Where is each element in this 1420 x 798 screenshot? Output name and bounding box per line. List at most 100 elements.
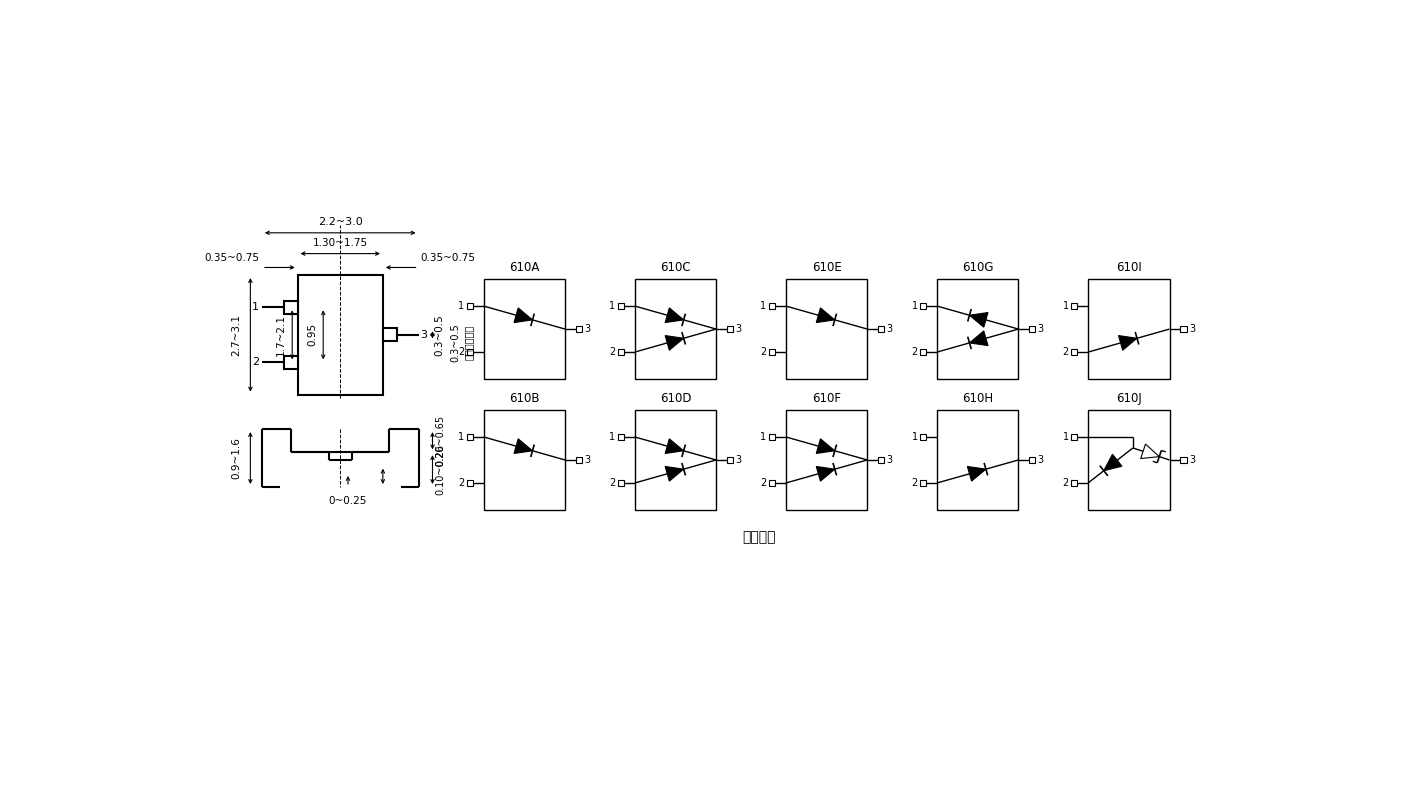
- Text: 1.30~1.75: 1.30~1.75: [312, 239, 368, 248]
- Text: 2: 2: [609, 478, 615, 488]
- Bar: [937, 279, 1018, 379]
- Polygon shape: [1140, 444, 1159, 459]
- Text: 2.7~3.1: 2.7~3.1: [231, 314, 241, 356]
- Text: 1: 1: [760, 432, 767, 442]
- Text: 610J: 610J: [1116, 393, 1142, 405]
- Text: 端子接続: 端子接続: [743, 530, 775, 544]
- Bar: [635, 410, 716, 510]
- Bar: [618, 434, 623, 440]
- Bar: [768, 303, 775, 309]
- Text: 2: 2: [1062, 478, 1069, 488]
- Text: 2: 2: [760, 347, 767, 357]
- Text: 3: 3: [886, 324, 893, 334]
- Bar: [618, 349, 623, 355]
- Text: 1: 1: [459, 301, 464, 311]
- Text: 1: 1: [251, 302, 258, 312]
- Bar: [727, 326, 733, 332]
- Bar: [785, 279, 868, 379]
- Text: 0.20~0.65: 0.20~0.65: [436, 415, 446, 466]
- Polygon shape: [970, 313, 988, 327]
- Polygon shape: [816, 467, 835, 481]
- Text: 2: 2: [760, 478, 767, 488]
- Bar: [618, 303, 623, 309]
- Bar: [383, 328, 396, 342]
- Bar: [577, 457, 582, 463]
- Text: 1: 1: [1062, 432, 1069, 442]
- Bar: [635, 279, 716, 379]
- Text: 1: 1: [1062, 301, 1069, 311]
- Text: 610C: 610C: [660, 262, 690, 275]
- Text: 0.3~0.5: 0.3~0.5: [435, 314, 444, 356]
- Bar: [768, 349, 775, 355]
- Text: 2: 2: [912, 347, 917, 357]
- Polygon shape: [665, 439, 683, 453]
- Text: 3: 3: [736, 455, 741, 465]
- Bar: [467, 480, 473, 486]
- Text: 3: 3: [585, 324, 591, 334]
- Bar: [920, 480, 926, 486]
- Text: 2: 2: [1062, 347, 1069, 357]
- Text: 1: 1: [760, 301, 767, 311]
- Text: 2: 2: [912, 478, 917, 488]
- Bar: [1030, 326, 1035, 332]
- Bar: [1088, 279, 1170, 379]
- Text: 3: 3: [1038, 324, 1044, 334]
- Polygon shape: [665, 467, 683, 481]
- Text: 610F: 610F: [812, 393, 841, 405]
- Text: 0.3~0.5: 0.3~0.5: [450, 323, 460, 362]
- Text: 610G: 610G: [961, 262, 994, 275]
- Polygon shape: [665, 308, 683, 322]
- Text: 2: 2: [609, 347, 615, 357]
- Bar: [484, 279, 565, 379]
- Text: 610D: 610D: [660, 393, 692, 405]
- Text: 610I: 610I: [1116, 262, 1142, 275]
- Text: 2.2~3.0: 2.2~3.0: [318, 217, 362, 227]
- Polygon shape: [970, 331, 988, 346]
- Text: 3: 3: [1189, 455, 1196, 465]
- Bar: [577, 326, 582, 332]
- Text: 1: 1: [609, 432, 615, 442]
- Bar: [920, 349, 926, 355]
- Bar: [618, 480, 623, 486]
- Polygon shape: [514, 308, 532, 322]
- Bar: [284, 301, 298, 314]
- Polygon shape: [1119, 336, 1137, 350]
- Bar: [727, 457, 733, 463]
- Polygon shape: [967, 467, 985, 481]
- Bar: [920, 303, 926, 309]
- Bar: [920, 434, 926, 440]
- Text: 1: 1: [912, 432, 917, 442]
- Text: 0.35~0.75: 0.35~0.75: [420, 253, 476, 263]
- Text: 3: 3: [585, 455, 591, 465]
- Text: （各リード）: （各リード）: [464, 325, 474, 360]
- Bar: [284, 356, 298, 369]
- Bar: [768, 480, 775, 486]
- Text: 1: 1: [912, 301, 917, 311]
- Bar: [467, 434, 473, 440]
- Bar: [298, 275, 383, 394]
- Polygon shape: [514, 439, 532, 453]
- Bar: [1180, 457, 1187, 463]
- Polygon shape: [665, 336, 683, 350]
- Polygon shape: [1103, 454, 1122, 471]
- Bar: [1180, 326, 1187, 332]
- Text: 610B: 610B: [508, 393, 540, 405]
- Text: 3: 3: [420, 330, 427, 340]
- Text: 3: 3: [886, 455, 893, 465]
- Bar: [467, 349, 473, 355]
- Text: 0.35~0.75: 0.35~0.75: [204, 253, 260, 263]
- Bar: [937, 410, 1018, 510]
- Polygon shape: [816, 308, 835, 322]
- Text: 2: 2: [459, 347, 464, 357]
- Bar: [1071, 303, 1078, 309]
- Text: 610A: 610A: [510, 262, 540, 275]
- Bar: [1030, 457, 1035, 463]
- Bar: [768, 434, 775, 440]
- Bar: [785, 410, 868, 510]
- Text: 0.95: 0.95: [308, 323, 318, 346]
- Bar: [878, 457, 885, 463]
- Bar: [1071, 349, 1078, 355]
- Text: 610H: 610H: [963, 393, 993, 405]
- Text: 0.10~0.26: 0.10~0.26: [436, 444, 446, 495]
- Text: 3: 3: [1189, 324, 1196, 334]
